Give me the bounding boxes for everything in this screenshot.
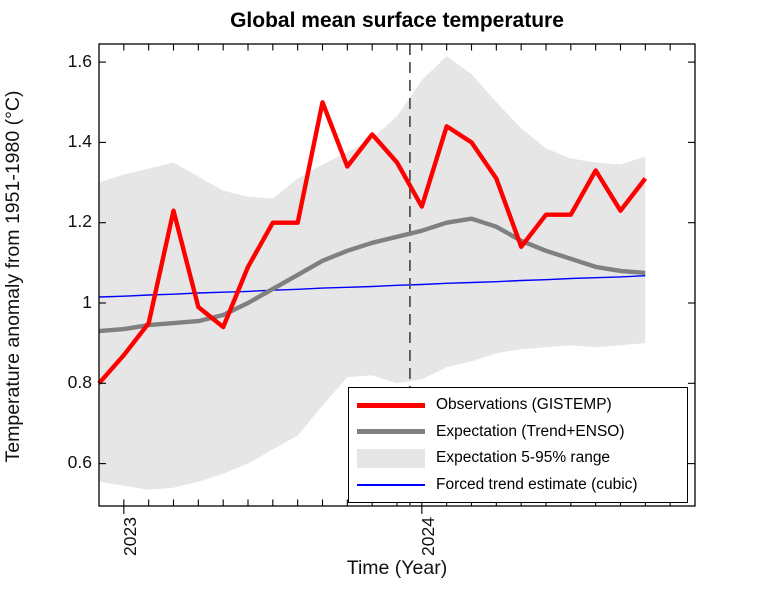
legend-entry-label: Expectation 5-95% range bbox=[436, 449, 611, 467]
legend-band-swatch bbox=[357, 448, 425, 468]
forced-trend-line bbox=[98, 275, 646, 298]
legend: Observations (GISTEMP) Expectation (Tren… bbox=[348, 387, 688, 503]
expectation-line bbox=[98, 216, 646, 334]
x-tick-label-2023: 2023 bbox=[120, 517, 140, 556]
uncertainty-band bbox=[99, 56, 646, 490]
legend-red-line-swatch bbox=[357, 402, 425, 408]
chart-title: Global mean surface temperature bbox=[230, 9, 564, 32]
x-axis-label: Time (Year) bbox=[346, 557, 448, 579]
y-tick-label: 1.6 bbox=[67, 51, 92, 71]
legend-entry: Expectation 5-95% range bbox=[357, 446, 687, 471]
legend-entry: Observations (GISTEMP) bbox=[357, 393, 687, 418]
x-tick-label-2024: 2024 bbox=[418, 517, 438, 556]
legend-entry: Forced trend estimate (cubic) bbox=[357, 472, 687, 497]
y-tick-label: 1.4 bbox=[67, 131, 92, 151]
legend-entry-label: Forced trend estimate (cubic) bbox=[436, 475, 638, 493]
legend-entry-label: Observations (GISTEMP) bbox=[436, 396, 612, 414]
legend-entry: Expectation (Trend+ENSO) bbox=[357, 419, 687, 444]
y-tick-label: 0.8 bbox=[67, 372, 92, 392]
legend-gray-line-swatch bbox=[357, 429, 425, 435]
y-axis-label: Temperature anomaly from 1951-1980 (°C) bbox=[2, 90, 24, 463]
y-tick-label: 1.2 bbox=[67, 211, 92, 231]
observations-line bbox=[97, 100, 648, 385]
legend-entry-label: Expectation (Trend+ENSO) bbox=[436, 422, 625, 440]
legend-blue-line-swatch bbox=[357, 483, 425, 486]
y-tick-label: 1 bbox=[82, 292, 92, 312]
y-tick-label: 0.6 bbox=[67, 452, 92, 472]
